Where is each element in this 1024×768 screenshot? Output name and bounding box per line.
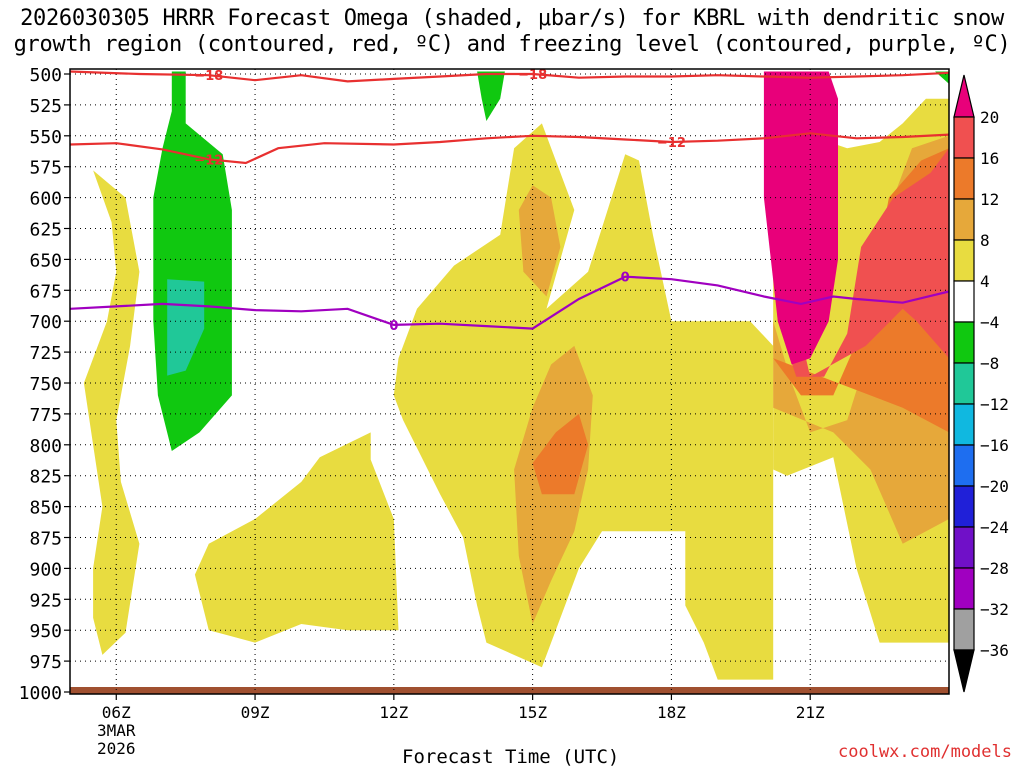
x-tick-label-06Z: 06Z — [102, 703, 131, 722]
colorbar-bin-5 — [953, 321, 975, 364]
y-tick-label-675: 675 — [29, 281, 62, 302]
omega-shade-7 — [532, 413, 589, 495]
grid-layer — [70, 69, 949, 694]
x-axis-title: Forecast Time (UTC) — [402, 746, 620, 768]
y-tick-label-750: 750 — [29, 374, 62, 395]
colorbar-bin-10 — [953, 526, 975, 569]
colorbar-bin-8 — [953, 444, 975, 487]
omega-shade-14 — [167, 279, 205, 376]
y-tick-label-850: 850 — [29, 498, 62, 519]
colorbar-label: −4 — [980, 313, 999, 332]
y-tick-label-550: 550 — [29, 127, 62, 148]
x-tick-label-21Z: 21Z — [796, 703, 825, 722]
colorbar-label: 8 — [980, 231, 990, 250]
colorbar-bin-6 — [953, 362, 975, 405]
y-tick-label-775: 775 — [29, 405, 62, 426]
colorbar-label: −24 — [980, 518, 1009, 537]
colorbar-label: −36 — [980, 641, 1009, 660]
colorbar-bin-3 — [953, 239, 975, 282]
contour-label-0: 0 — [621, 271, 630, 286]
contour-label--12: −12 — [194, 153, 223, 168]
x-tick-label-12Z: 12Z — [379, 703, 408, 722]
colorbar-label: −8 — [980, 354, 999, 373]
contour--18 — [70, 70, 949, 83]
x-tick-label-09Z: 09Z — [241, 703, 270, 722]
x-tick-label-15Z: 15Z — [518, 703, 547, 722]
y-tick-label-725: 725 — [29, 343, 62, 364]
y-tick-label-525: 525 — [29, 96, 62, 117]
contour-label-layer: −18 −18 −12 −12 0 0 — [194, 68, 686, 334]
colorbar-bin-1 — [953, 157, 975, 200]
colorbar-bin-7 — [953, 403, 975, 446]
y-tick-label-500: 500 — [29, 65, 62, 86]
omega-shade-4 — [518, 185, 561, 297]
colorbar-label: −20 — [980, 477, 1009, 496]
ground-surface — [70, 687, 949, 694]
contour--12 — [70, 132, 949, 165]
y-tick-label-625: 625 — [29, 220, 62, 241]
contour-label--18: −18 — [518, 68, 547, 83]
y-axis: 500 525 550 575 600 625 650 675 700 725 750 775 800 8… — [19, 65, 70, 704]
y-tick-label-650: 650 — [29, 250, 62, 271]
y-tick-label-875: 875 — [29, 529, 62, 550]
y-tick-label-950: 950 — [29, 621, 62, 642]
contour-layer — [70, 70, 949, 330]
omega-shade-1 — [194, 432, 399, 643]
omega-shade-11 — [153, 71, 232, 451]
x-tick-year: 2026 — [97, 739, 136, 758]
omega-shade-10 — [763, 71, 838, 365]
colorbar-top-arrow — [953, 74, 975, 118]
colorbar-bin-2 — [953, 198, 975, 241]
colorbar-label: 4 — [980, 272, 990, 291]
chart-title: 2026030305 HRRR Forecast Omega (shaded, … — [0, 6, 1024, 58]
ground-layer — [70, 687, 949, 694]
colorbar-bin-4 — [953, 280, 975, 323]
omega-shade-12 — [477, 71, 505, 121]
omega-shade-0 — [83, 170, 140, 655]
colorbar-bin-9 — [953, 485, 975, 528]
y-tick-label-800: 800 — [29, 436, 62, 457]
y-tick-label-975: 975 — [29, 652, 62, 673]
omega-shade-9 — [768, 148, 949, 377]
contour-0 — [70, 275, 949, 330]
y-tick-label-925: 925 — [29, 590, 62, 611]
contour-label-0: 0 — [389, 319, 398, 334]
colorbar-label: −12 — [980, 395, 1009, 414]
plot-frame — [69, 68, 950, 695]
contour-label--12: −12 — [657, 136, 686, 151]
colorbar-bin-11 — [953, 567, 975, 610]
y-tick-label-900: 900 — [29, 559, 62, 580]
chart-title-line1: 2026030305 HRRR Forecast Omega (shaded, … — [20, 6, 1004, 31]
x-tick-date: 3MAR — [97, 721, 136, 740]
y-tick-label-1000: 1000 — [19, 683, 62, 704]
colorbar-bin-0 — [953, 116, 975, 159]
y-tick-label-825: 825 — [29, 467, 62, 488]
chart-title-line2: growth region (contoured, red, ºC) and f… — [13, 32, 1011, 57]
y-tick-label-600: 600 — [29, 189, 62, 210]
colorbar-label: −16 — [980, 436, 1009, 455]
colorbar: 20 16 12 8 4 −4 −8 −12 −16 −20 −24 −28 −32 −36 — [953, 74, 1009, 693]
watermark-link[interactable]: coolwx.com/models — [838, 742, 1012, 762]
colorbar-label: −28 — [980, 559, 1009, 578]
omega-shading-layer — [83, 71, 949, 680]
colorbar-bottom-arrow — [953, 649, 975, 693]
colorbar-label: 20 — [980, 108, 999, 127]
contour-label--18: −18 — [194, 69, 223, 84]
omega-shade-13 — [935, 71, 949, 84]
y-tick-label-575: 575 — [29, 158, 62, 179]
colorbar-label: 16 — [980, 149, 999, 168]
colorbar-bin-12 — [953, 608, 975, 651]
colorbar-label: 12 — [980, 190, 999, 209]
x-tick-label-18Z: 18Z — [657, 703, 686, 722]
colorbar-label: −32 — [980, 600, 1009, 619]
y-tick-label-700: 700 — [29, 312, 62, 333]
